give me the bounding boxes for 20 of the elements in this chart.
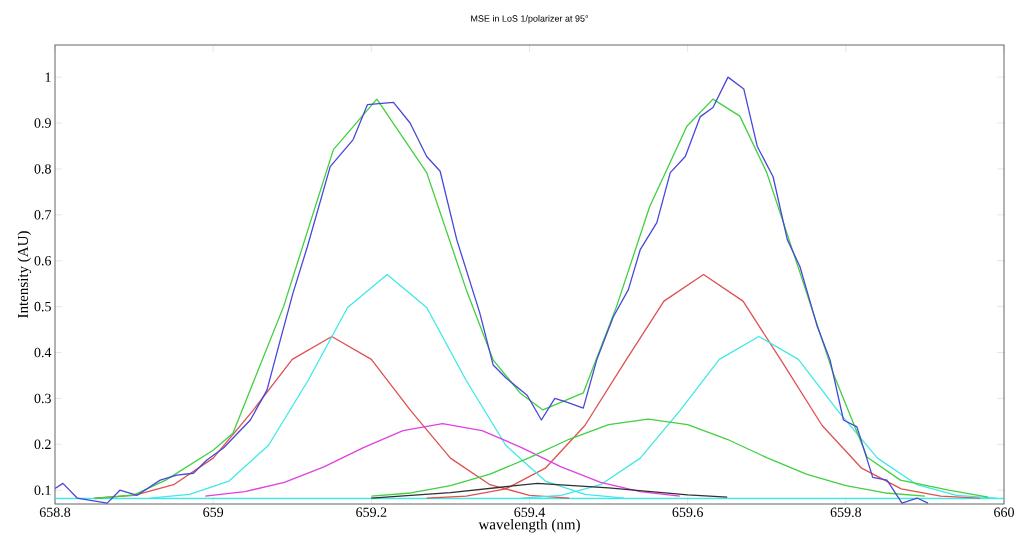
x-tick-label: 659.8 xyxy=(830,507,862,518)
y-tick-label: 1 xyxy=(45,72,51,82)
y-tick-label: 0.2 xyxy=(34,439,51,450)
y-tick-label: 0.3 xyxy=(34,393,51,404)
y-axis-title: Intensity (AU) xyxy=(17,231,32,318)
y-tick-label: 0.5 xyxy=(34,301,51,312)
x-axis-title: wavelength (nm) xyxy=(478,518,580,533)
x-tick-label: 659.4 xyxy=(514,507,546,518)
y-tick-label: 0.4 xyxy=(34,347,52,358)
x-tick-label: 659.6 xyxy=(672,507,704,518)
x-tick-label: 659 xyxy=(203,507,224,517)
y-tick-label: 0.7 xyxy=(34,210,52,220)
x-tick-label: 659.2 xyxy=(356,507,387,518)
y-tick-label: 0.9 xyxy=(34,118,51,128)
y-tick-label: 0.6 xyxy=(34,255,52,266)
x-tick-label: 658.8 xyxy=(39,507,71,518)
y-tick-label: 0.8 xyxy=(34,164,51,174)
x-tick-label: 660 xyxy=(994,507,1014,517)
chart-title: MSE in LoS 1/polarizer at 95° xyxy=(471,15,589,24)
y-tick-label: 0.1 xyxy=(34,485,51,495)
